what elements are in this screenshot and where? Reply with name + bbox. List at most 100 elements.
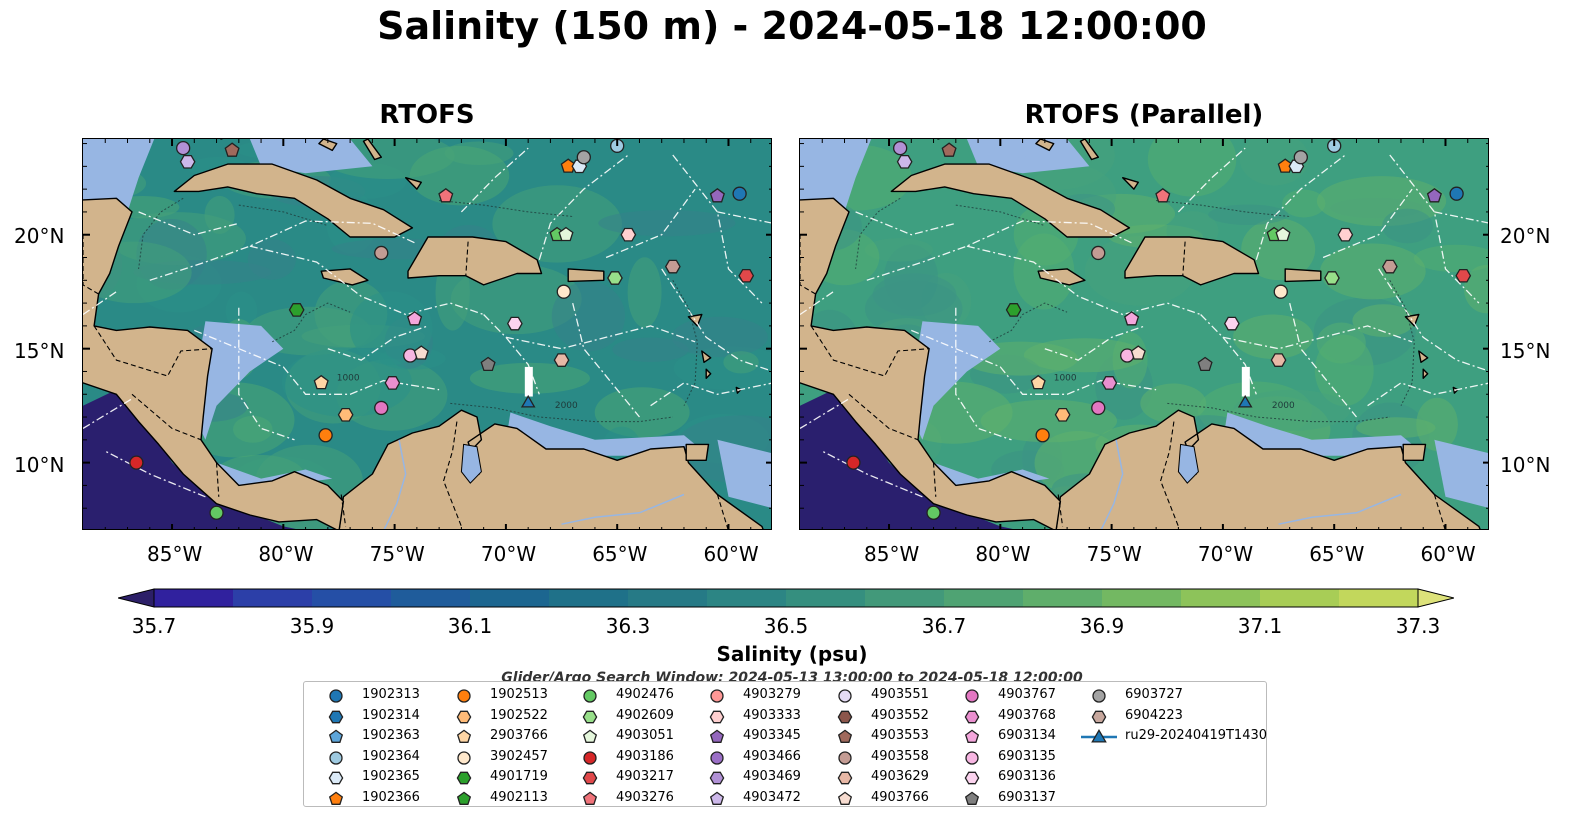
lon-label-65°W-panel-1: 65°W bbox=[1309, 542, 1365, 566]
float-marker-4903766 bbox=[413, 345, 429, 360]
hexagon-marker bbox=[328, 710, 344, 723]
colorbar-segment bbox=[707, 589, 787, 607]
colorbar-tick-label: 35.9 bbox=[289, 614, 335, 638]
float-marker-4903186 bbox=[846, 455, 861, 470]
pentagon-marker bbox=[709, 729, 725, 744]
contour-label-1000: 1000 bbox=[1054, 374, 1077, 384]
lat-label-15-right: 15°N bbox=[1500, 339, 1551, 363]
land-hispaniola bbox=[407, 236, 543, 286]
circle-marker-icon bbox=[457, 689, 471, 703]
land-trinidad bbox=[1402, 443, 1427, 461]
lon-label-85°W-panel-1: 85°W bbox=[864, 542, 920, 566]
float-marker-4903333 bbox=[1337, 227, 1354, 242]
pentagon-marker bbox=[328, 729, 344, 744]
continental-shelf bbox=[800, 139, 1488, 508]
float-marker-4903469 bbox=[896, 154, 913, 169]
legend-label: 4902476 bbox=[616, 687, 674, 702]
bathymetry-contours bbox=[855, 197, 1415, 423]
pentagon-marker-icon bbox=[456, 729, 472, 744]
colorbar-segment bbox=[1023, 589, 1103, 607]
land-hispaniola bbox=[1124, 236, 1260, 286]
float-marker-4901719 bbox=[288, 303, 305, 317]
float-marker-4903276 bbox=[1155, 187, 1171, 203]
legend-label: 4903276 bbox=[616, 790, 674, 805]
float-marker-4903466 bbox=[176, 140, 191, 156]
circle-marker-icon bbox=[329, 689, 343, 703]
float-marker-1902522 bbox=[337, 407, 354, 422]
legend-label: 4903629 bbox=[871, 769, 929, 785]
colorbar-extend-low bbox=[117, 588, 155, 608]
float-marker-4901719 bbox=[1005, 303, 1022, 317]
legend-label: 1902365 bbox=[362, 769, 420, 785]
contour-label-2000: 2000 bbox=[555, 401, 578, 411]
triangle-marker bbox=[1091, 729, 1107, 743]
pentagon-marker-icon bbox=[837, 729, 853, 744]
land-southamerica bbox=[1055, 409, 1481, 529]
legend-label: 4903469 bbox=[743, 769, 801, 785]
float-marker-4903217 bbox=[1455, 268, 1472, 283]
circle-marker bbox=[1092, 689, 1106, 703]
hexagon-marker bbox=[837, 710, 853, 723]
map-canvas: 1000 2000 bbox=[800, 139, 1488, 529]
legend-label: 4903767 bbox=[998, 687, 1056, 702]
colorbar-segment bbox=[865, 589, 945, 607]
pentagon-marker bbox=[456, 791, 472, 805]
circle-marker bbox=[710, 689, 724, 703]
hexagon-marker bbox=[582, 710, 598, 723]
pentagon-marker-icon bbox=[328, 791, 344, 805]
colorbar-segment bbox=[628, 589, 708, 607]
lon-label-60°W-panel-1: 60°W bbox=[1420, 542, 1476, 566]
lon-label-75°W-panel-0: 75°W bbox=[369, 542, 425, 566]
float-marker-1902513 bbox=[1035, 428, 1050, 443]
hexagon-marker-icon bbox=[709, 772, 725, 785]
pacific-ocean bbox=[800, 389, 1013, 529]
land-bahamas2 bbox=[1079, 139, 1099, 161]
float-marker-6904223 bbox=[664, 259, 681, 274]
float-marker-4903768 bbox=[384, 376, 401, 390]
pentagon-marker-icon bbox=[964, 791, 980, 805]
float-marker-6903137 bbox=[480, 356, 496, 372]
float-marker-4903766 bbox=[1130, 345, 1146, 360]
legend-label: 4903551 bbox=[871, 687, 929, 702]
legend-label: 6904223 bbox=[1125, 707, 1183, 723]
float-marker-4902609 bbox=[1324, 271, 1340, 285]
eez-boundaries bbox=[800, 147, 1488, 498]
circle-marker-icon bbox=[838, 689, 852, 703]
float-marker-4903466 bbox=[893, 140, 908, 156]
triangle-marker-icon bbox=[1081, 729, 1117, 743]
legend-label: 4903217 bbox=[616, 769, 674, 785]
map-rtofs: 1000 2000 bbox=[82, 138, 772, 530]
land-southamerica bbox=[338, 409, 764, 529]
colorbar-segment bbox=[1102, 589, 1182, 607]
lat-label-20-right: 20°N bbox=[1500, 224, 1551, 248]
colorbar-segment bbox=[944, 589, 1024, 607]
land-cuba bbox=[890, 163, 1131, 238]
hexagon-marker bbox=[456, 710, 472, 723]
float-marker-4902476 bbox=[209, 505, 224, 520]
pentagon-marker-icon bbox=[964, 729, 980, 744]
hexagon-marker-icon bbox=[456, 710, 472, 723]
glider-track bbox=[524, 366, 533, 397]
country-borders bbox=[800, 234, 1446, 529]
float-marker-4903629 bbox=[1270, 353, 1287, 367]
hexagon-marker-icon bbox=[837, 710, 853, 723]
eez-boundaries bbox=[83, 147, 771, 498]
land-bahamas2 bbox=[362, 139, 382, 161]
pentagon-marker bbox=[456, 729, 472, 744]
colorbar-tick-label: 36.9 bbox=[1079, 614, 1125, 638]
pentagon-marker bbox=[964, 791, 980, 805]
pentagon-marker-icon bbox=[456, 791, 472, 805]
float-marker-6903136 bbox=[1223, 316, 1240, 331]
circle-marker bbox=[710, 751, 724, 765]
legend-label: 1902364 bbox=[362, 748, 420, 764]
circle-marker-icon bbox=[710, 751, 724, 765]
float-marker-6903727 bbox=[1293, 150, 1308, 165]
float-marker-6903137 bbox=[1197, 356, 1213, 372]
circle-marker bbox=[965, 751, 979, 765]
pentagon-marker bbox=[582, 791, 598, 805]
map-rtofs-parallel: 1000 2000 bbox=[799, 138, 1489, 530]
float-marker-4903333 bbox=[620, 227, 637, 242]
hexagon-marker-icon bbox=[582, 710, 598, 723]
legend-label: 1902366 bbox=[362, 790, 420, 805]
lon-label-80°W-panel-0: 80°W bbox=[258, 542, 314, 566]
